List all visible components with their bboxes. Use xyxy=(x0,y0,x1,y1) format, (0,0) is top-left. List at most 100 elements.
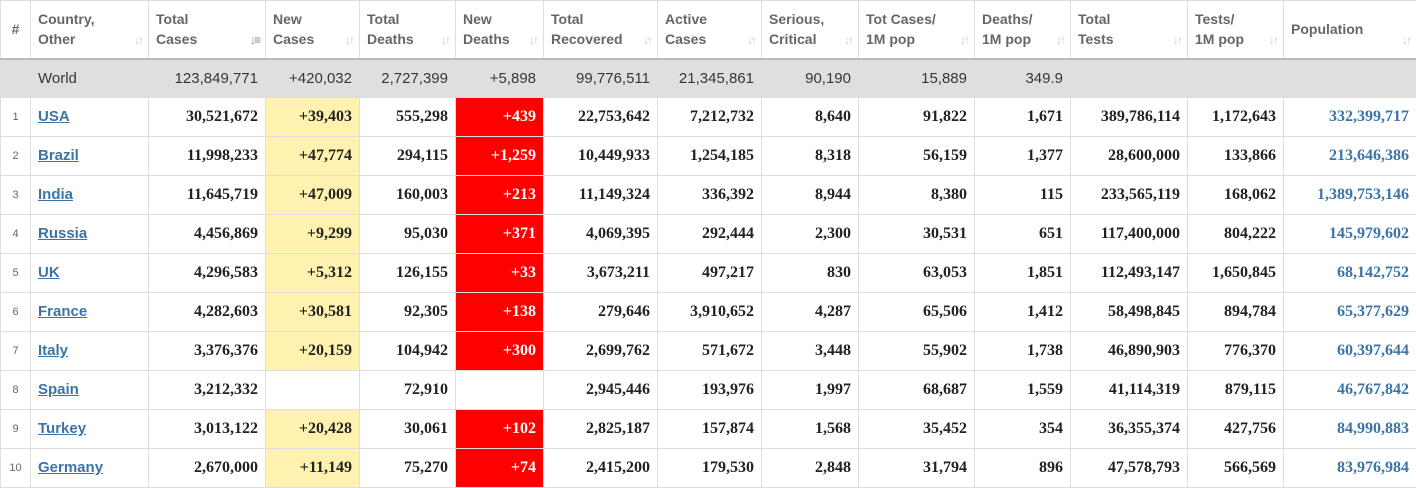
cell-total-cases: 3,212,332 xyxy=(148,370,266,410)
cell-serious-critical: 2,848 xyxy=(761,448,859,488)
country-link[interactable]: India xyxy=(38,186,74,203)
header-total-deaths[interactable]: Total Deaths ↓↑ xyxy=(359,0,456,60)
country-link[interactable]: UK xyxy=(38,264,60,281)
cell-tot-cases-1m: 55,902 xyxy=(858,331,975,371)
cell-total-tests: 389,786,114 xyxy=(1070,97,1188,137)
header-label: New xyxy=(273,11,302,28)
header-serious-critical[interactable]: Serious, Critical ↓↑ xyxy=(761,0,859,60)
cell-total-cases: 30,521,672 xyxy=(148,97,266,137)
cell-country: UK xyxy=(30,253,149,293)
sort-arrows-icon[interactable]: ↓↑ xyxy=(134,33,144,47)
sort-arrows-icon[interactable]: ↓↑ xyxy=(747,33,757,47)
header-label: Deaths xyxy=(463,31,510,48)
cell-serious-critical: 3,448 xyxy=(761,331,859,371)
cell-new-cases: +20,428 xyxy=(265,409,360,449)
header-num[interactable]: # xyxy=(0,0,31,60)
cell-country: Russia xyxy=(30,214,149,254)
cell-population: 65,377,629 xyxy=(1283,292,1416,332)
header-label: Tot Cases/ xyxy=(866,11,936,28)
cell-total-recovered: 2,415,200 xyxy=(543,448,658,488)
cell-serious-critical: 4,287 xyxy=(761,292,859,332)
header-tot-cases-1m[interactable]: Tot Cases/1M pop ↓↑ xyxy=(858,0,975,60)
cell-total-recovered: 22,753,642 xyxy=(543,97,658,137)
cell-total-cases: 4,456,869 xyxy=(148,214,266,254)
cell-total-deaths: 75,270 xyxy=(359,448,456,488)
cell-new-deaths xyxy=(455,370,544,410)
cell-new-cases: +5,312 xyxy=(265,253,360,293)
country-link[interactable]: Italy xyxy=(38,342,69,359)
cell-serious-critical: 830 xyxy=(761,253,859,293)
sort-arrows-icon[interactable]: ↓↑ xyxy=(643,33,653,47)
cell-active-cases: 3,910,652 xyxy=(657,292,762,332)
sort-arrows-icon[interactable]: ↓↑ xyxy=(529,33,539,47)
cell-num: 5 xyxy=(0,253,31,293)
country-link[interactable]: Turkey xyxy=(38,420,87,437)
cell-tests-1m: 168,062 xyxy=(1187,175,1284,215)
cell-total-tests: 233,565,119 xyxy=(1070,175,1188,215)
cell-num: 1 xyxy=(0,97,31,137)
cell-total-deaths: 72,910 xyxy=(359,370,456,410)
header-total-recovered[interactable]: Total Recovered ↓↑ xyxy=(543,0,658,60)
sort-arrows-icon[interactable]: ↓↑ xyxy=(1173,33,1183,47)
sort-arrows-icon[interactable]: ↓↑ xyxy=(345,33,355,47)
country-link[interactable]: Spain xyxy=(38,381,79,398)
cell-tests-1m: 133,866 xyxy=(1187,136,1284,176)
country-link[interactable]: USA xyxy=(38,108,70,125)
cell-total-deaths: 104,942 xyxy=(359,331,456,371)
country-link[interactable]: Russia xyxy=(38,225,88,242)
header-label: Total xyxy=(1078,11,1111,28)
header-tests-1m[interactable]: Tests/1M pop ↓↑ xyxy=(1187,0,1284,60)
header-label: Cases xyxy=(273,31,315,48)
cell-active-cases: 571,672 xyxy=(657,331,762,371)
cell-total-tests: 47,578,793 xyxy=(1070,448,1188,488)
cell-serious-critical: 1,568 xyxy=(761,409,859,449)
header-row: # Country, Other ↓↑ Total Cases ↓≡ New Cases ↓↑ To… xyxy=(0,0,1416,60)
country-link[interactable]: Brazil xyxy=(38,147,79,164)
sort-arrows-icon[interactable]: ↓↑ xyxy=(1269,33,1279,47)
cell-country: Spain xyxy=(30,370,149,410)
cell-num: 7 xyxy=(0,331,31,371)
header-label: Total xyxy=(367,11,400,28)
cell-total-recovered: 10,449,933 xyxy=(543,136,658,176)
sort-arrows-icon[interactable]: ↓↑ xyxy=(960,33,970,47)
header-deaths-1m[interactable]: Deaths/1M pop ↓↑ xyxy=(974,0,1071,60)
cell-num: 3 xyxy=(0,175,31,215)
sort-descending-icon[interactable]: ↓≡ xyxy=(249,33,261,47)
cell-deaths-1m: 1,412 xyxy=(974,292,1071,332)
header-total-cases[interactable]: Total Cases ↓≡ xyxy=(148,0,266,60)
cell-total-recovered: 2,945,446 xyxy=(543,370,658,410)
cell-population: 1,389,753,146 xyxy=(1283,175,1416,215)
sort-arrows-icon[interactable]: ↓↑ xyxy=(441,33,451,47)
cell-tests-1m: 566,569 xyxy=(1187,448,1284,488)
cell-new-deaths: +102 xyxy=(455,409,544,449)
cell-total-cases: 4,282,603 xyxy=(148,292,266,332)
cell-population: 60,397,644 xyxy=(1283,331,1416,371)
country-link[interactable]: Germany xyxy=(38,459,104,476)
sort-arrows-icon[interactable]: ↓↑ xyxy=(1056,33,1066,47)
sort-arrows-icon[interactable]: ↓↑ xyxy=(844,33,854,47)
cell-serious-critical: 8,640 xyxy=(761,97,859,137)
header-population[interactable]: Population ↓↑ xyxy=(1283,0,1416,60)
header-country[interactable]: Country, Other ↓↑ xyxy=(30,0,149,60)
header-total-tests[interactable]: Total Tests ↓↑ xyxy=(1070,0,1188,60)
header-active-cases[interactable]: Active Cases ↓↑ xyxy=(657,0,762,60)
header-new-cases[interactable]: New Cases ↓↑ xyxy=(265,0,360,60)
cell-total-recovered: 11,149,324 xyxy=(543,175,658,215)
cell-population: 68,142,752 xyxy=(1283,253,1416,293)
cell-deaths-1m: 115 xyxy=(974,175,1071,215)
cell-num xyxy=(0,58,31,98)
cell-num: 6 xyxy=(0,292,31,332)
sort-arrows-icon[interactable]: ↓↑ xyxy=(1402,33,1412,47)
table-row: 4 Russia 4,456,869 +9,299 95,030 +371 4,069,39… xyxy=(0,214,1416,254)
table-body: World 123,849,771 +420,032 2,727,399 +5,898 9… xyxy=(0,58,1416,488)
cell-active-cases: 21,345,861 xyxy=(657,58,762,98)
country-link[interactable]: France xyxy=(38,303,88,320)
cell-total-deaths: 95,030 xyxy=(359,214,456,254)
cell-tot-cases-1m: 68,687 xyxy=(858,370,975,410)
cell-deaths-1m: 354 xyxy=(974,409,1071,449)
cell-new-deaths: +439 xyxy=(455,97,544,137)
cell-total-deaths: 92,305 xyxy=(359,292,456,332)
cell-total-tests: 41,114,319 xyxy=(1070,370,1188,410)
header-new-deaths[interactable]: New Deaths ↓↑ xyxy=(455,0,544,60)
cell-total-cases: 2,670,000 xyxy=(148,448,266,488)
